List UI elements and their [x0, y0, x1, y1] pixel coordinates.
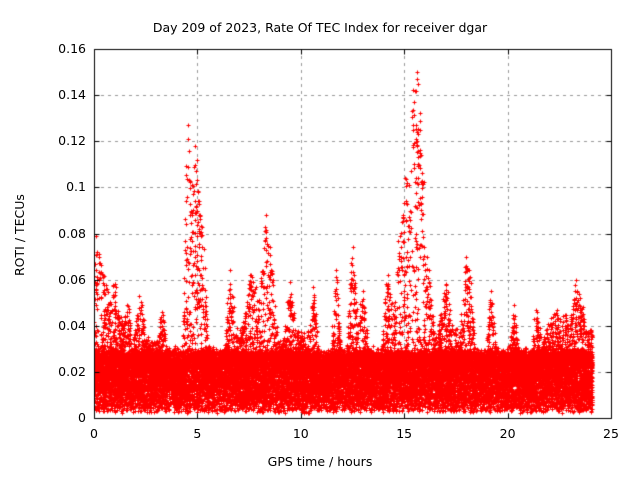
x-tick-label: 15	[396, 426, 413, 441]
y-tick-label: 0.08	[58, 225, 86, 241]
x-tick-label: 0	[90, 426, 98, 441]
y-tick-label: 0.14	[58, 86, 86, 102]
x-axis-title: GPS time / hours	[267, 454, 373, 469]
y-tick-label: 0.02	[58, 363, 86, 379]
y-tick-label: 0.06	[58, 271, 86, 287]
y-tick-label: 0.12	[58, 133, 86, 148]
x-tick-label: 5	[193, 426, 202, 441]
y-tick-label: 0	[78, 409, 86, 425]
chart-title: Day 209 of 2023, Rate Of TEC Index for r…	[152, 20, 488, 35]
y-tick-label: 0.04	[58, 317, 86, 333]
x-tick-label: 20	[499, 426, 516, 441]
x-tick-label: 10	[292, 426, 309, 441]
y-tick-label: 0.1	[66, 179, 86, 195]
x-tick-label: 25	[603, 426, 619, 441]
y-tick-label: 0.16	[58, 40, 86, 56]
